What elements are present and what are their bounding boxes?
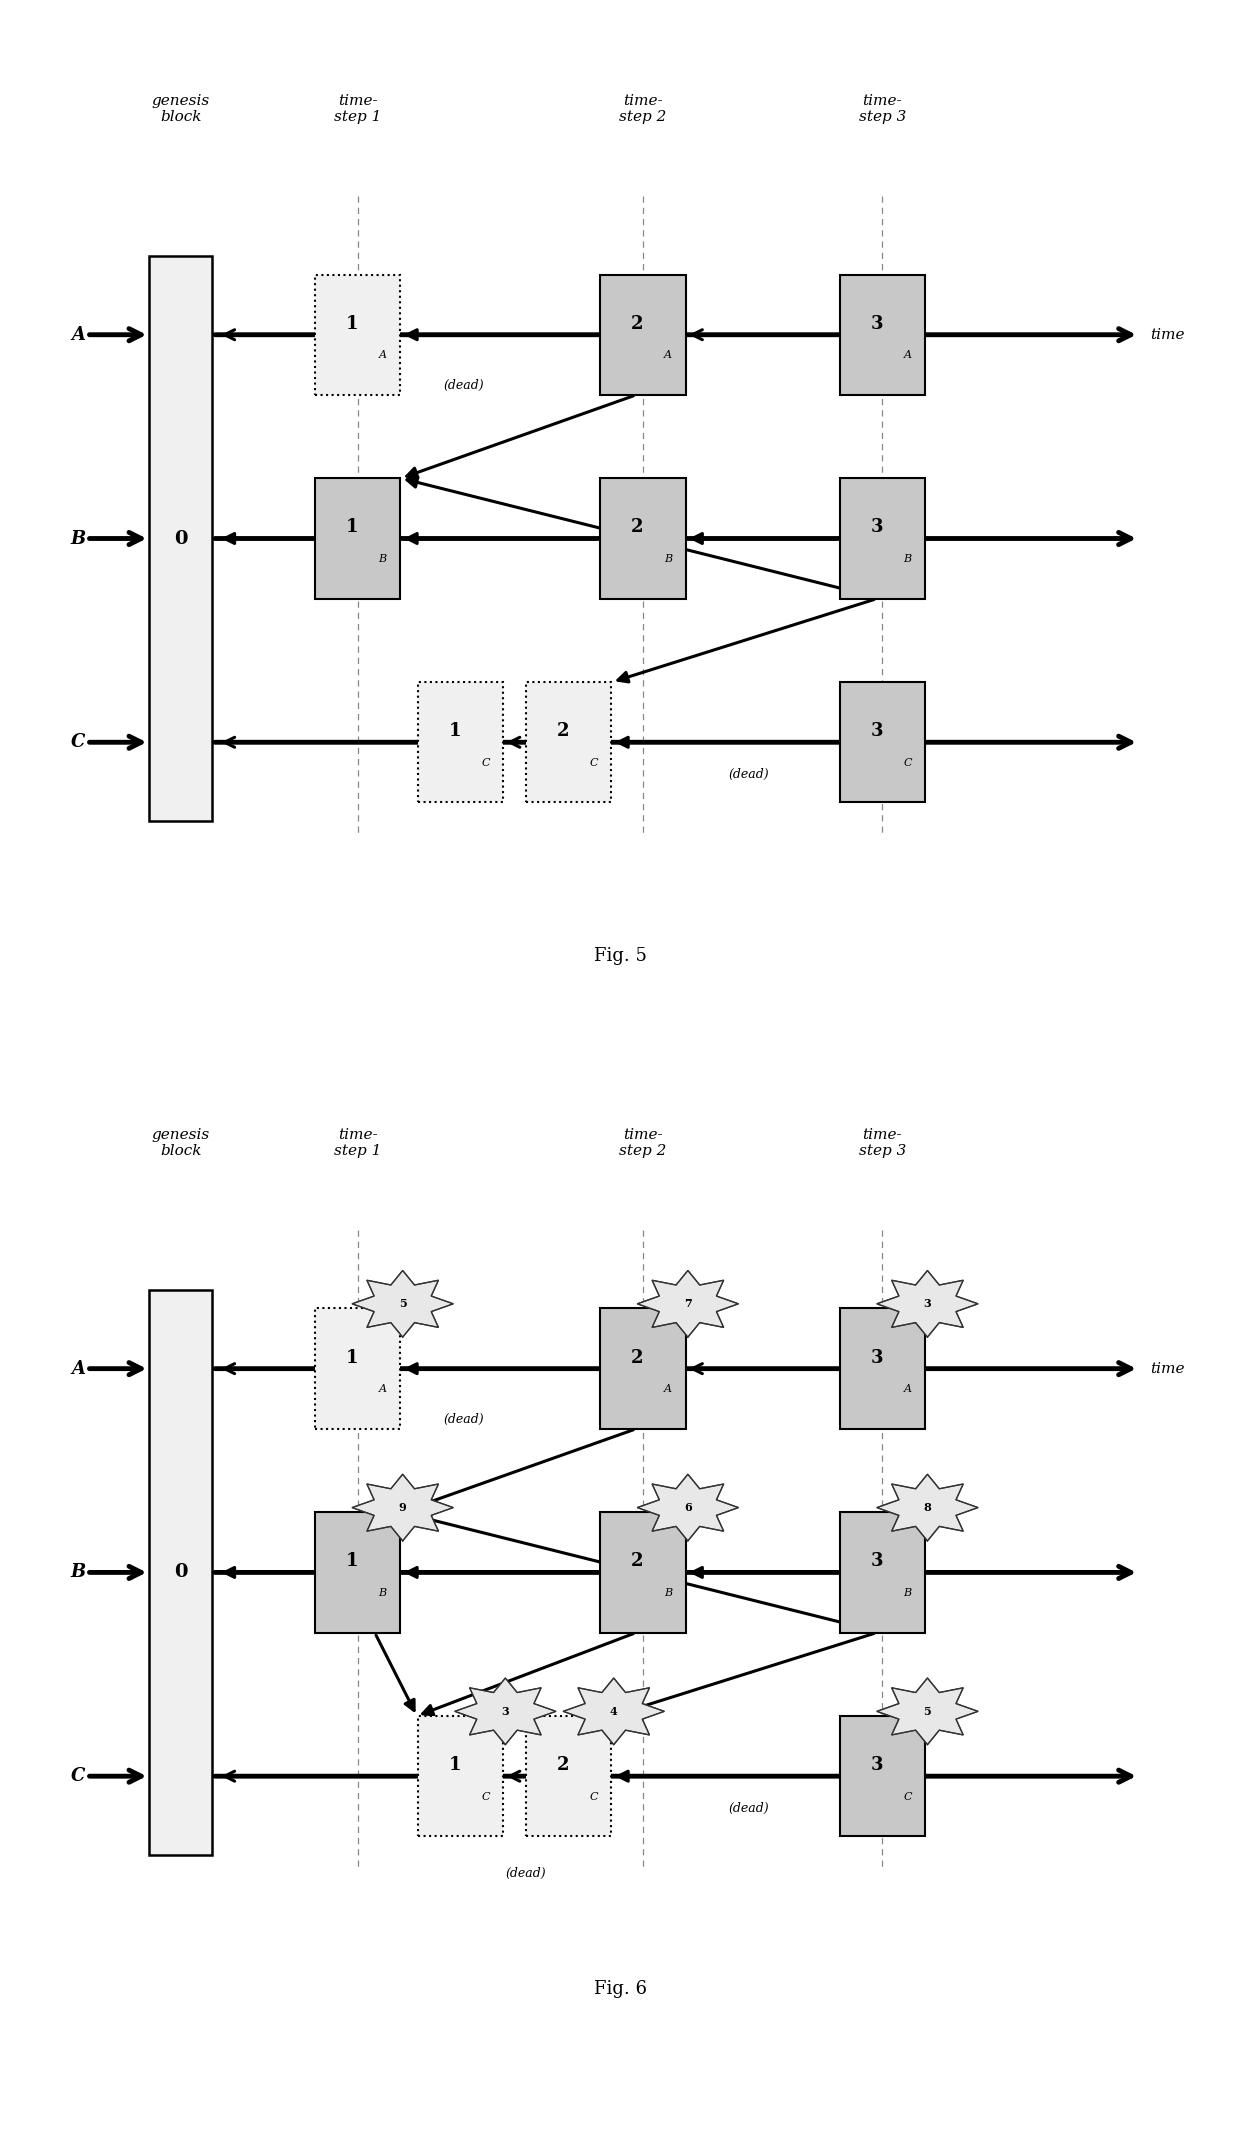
Text: 5: 5 [924, 1706, 931, 1717]
Text: 2: 2 [631, 519, 644, 536]
FancyBboxPatch shape [315, 1512, 401, 1633]
Text: Fig. 5: Fig. 5 [594, 946, 646, 965]
Text: genesis
block: genesis block [151, 1129, 210, 1159]
FancyBboxPatch shape [839, 1307, 925, 1428]
FancyBboxPatch shape [839, 683, 925, 803]
FancyBboxPatch shape [839, 1717, 925, 1837]
FancyBboxPatch shape [839, 274, 925, 394]
Polygon shape [877, 1678, 978, 1745]
Text: C: C [589, 758, 598, 767]
Polygon shape [877, 1271, 978, 1338]
Text: (dead): (dead) [728, 1803, 769, 1816]
Text: 2: 2 [631, 1348, 644, 1366]
Text: B: B [663, 554, 672, 564]
Text: 3: 3 [870, 1348, 883, 1366]
Text: 2: 2 [631, 314, 644, 332]
Text: 7: 7 [684, 1299, 692, 1310]
Text: B: B [904, 1587, 911, 1598]
Text: A: A [378, 351, 387, 360]
Text: time-
step 2: time- step 2 [619, 95, 667, 125]
Text: B: B [378, 1587, 387, 1598]
FancyBboxPatch shape [418, 1717, 503, 1837]
Text: 1: 1 [346, 519, 358, 536]
Text: C: C [589, 1792, 598, 1801]
Text: A: A [663, 1385, 672, 1394]
Text: B: B [663, 1587, 672, 1598]
Polygon shape [877, 1473, 978, 1540]
Text: time-
step 1: time- step 1 [334, 1129, 382, 1159]
FancyBboxPatch shape [600, 1512, 686, 1633]
Text: time: time [1151, 327, 1185, 342]
Text: (dead): (dead) [443, 379, 484, 392]
FancyBboxPatch shape [150, 1290, 212, 1855]
FancyBboxPatch shape [600, 274, 686, 394]
Text: time-
step 3: time- step 3 [858, 1129, 906, 1159]
Text: B: B [71, 1564, 86, 1581]
Polygon shape [563, 1678, 665, 1745]
Text: 2: 2 [557, 722, 569, 741]
Text: 1: 1 [346, 1348, 358, 1366]
Text: C: C [903, 1792, 911, 1801]
Text: B: B [378, 554, 387, 564]
Text: C: C [71, 732, 86, 752]
FancyBboxPatch shape [315, 478, 401, 599]
Text: 8: 8 [924, 1501, 931, 1512]
FancyBboxPatch shape [315, 1307, 401, 1428]
Text: 1: 1 [449, 722, 461, 741]
Text: 1: 1 [449, 1756, 461, 1775]
Text: 3: 3 [501, 1706, 510, 1717]
Text: 0: 0 [174, 1564, 187, 1581]
Text: C: C [71, 1766, 86, 1786]
FancyBboxPatch shape [526, 683, 611, 803]
Text: 4: 4 [610, 1706, 618, 1717]
Text: 2: 2 [631, 1553, 644, 1570]
Text: 1: 1 [346, 1553, 358, 1570]
Polygon shape [637, 1473, 739, 1540]
Polygon shape [455, 1678, 556, 1745]
Text: B: B [71, 530, 86, 547]
Text: 3: 3 [870, 722, 883, 741]
Polygon shape [637, 1271, 739, 1338]
Text: 9: 9 [399, 1501, 407, 1512]
Text: 3: 3 [870, 1756, 883, 1775]
FancyBboxPatch shape [315, 274, 401, 394]
Text: C: C [481, 1792, 490, 1801]
Text: C: C [481, 758, 490, 767]
Text: time-
step 1: time- step 1 [334, 95, 382, 125]
FancyBboxPatch shape [418, 683, 503, 803]
Polygon shape [352, 1473, 454, 1540]
Text: A: A [71, 325, 86, 345]
FancyBboxPatch shape [150, 256, 212, 821]
FancyBboxPatch shape [526, 1717, 611, 1837]
Text: 5: 5 [399, 1299, 407, 1310]
Text: (dead): (dead) [506, 1868, 547, 1880]
Text: A: A [378, 1385, 387, 1394]
Text: 0: 0 [174, 530, 187, 547]
Text: B: B [904, 554, 911, 564]
Text: Fig. 6: Fig. 6 [594, 1980, 646, 1999]
Text: 3: 3 [924, 1299, 931, 1310]
Text: C: C [903, 758, 911, 767]
Text: (dead): (dead) [443, 1413, 484, 1426]
FancyBboxPatch shape [600, 1307, 686, 1428]
Text: 3: 3 [870, 314, 883, 332]
Text: genesis
block: genesis block [151, 95, 210, 125]
Text: 3: 3 [870, 519, 883, 536]
Text: A: A [71, 1359, 86, 1379]
Text: A: A [904, 1385, 911, 1394]
Text: 1: 1 [346, 314, 358, 332]
Polygon shape [352, 1271, 454, 1338]
Text: time: time [1151, 1361, 1185, 1376]
FancyBboxPatch shape [600, 478, 686, 599]
Text: 2: 2 [557, 1756, 569, 1775]
Text: time-
step 2: time- step 2 [619, 1129, 667, 1159]
Text: (dead): (dead) [728, 769, 769, 782]
Text: A: A [904, 351, 911, 360]
Text: A: A [663, 351, 672, 360]
FancyBboxPatch shape [839, 478, 925, 599]
FancyBboxPatch shape [839, 1512, 925, 1633]
Text: 3: 3 [870, 1553, 883, 1570]
Text: 6: 6 [684, 1501, 692, 1512]
Text: time-
step 3: time- step 3 [858, 95, 906, 125]
